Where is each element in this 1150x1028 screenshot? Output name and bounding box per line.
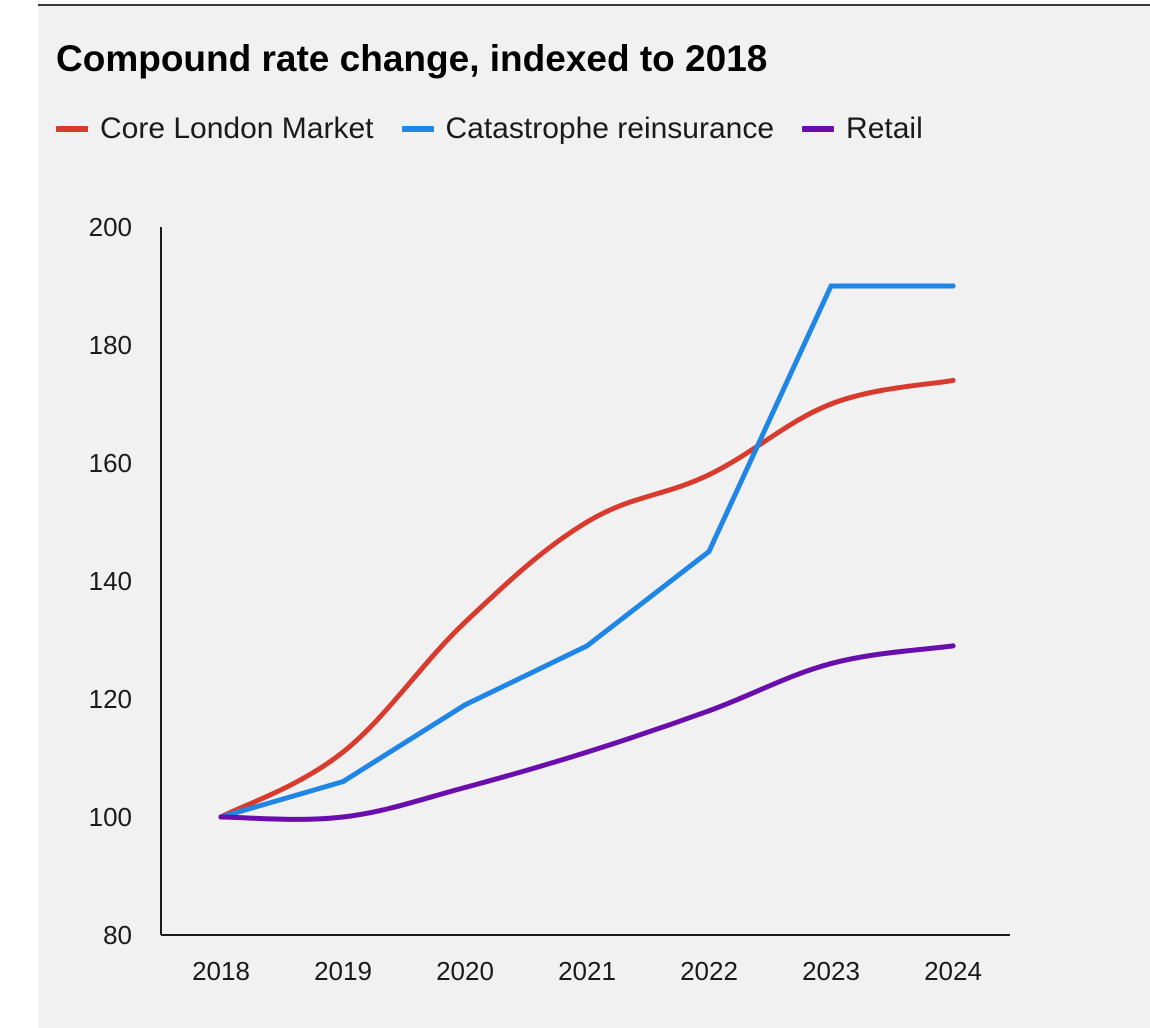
y-tick-label-200: 200 <box>89 212 132 242</box>
data-point-core-london-market-2023 <box>828 401 834 407</box>
y-tick-label-80: 80 <box>103 920 132 950</box>
legend-item-catastrophe-reinsurance: Catastrophe reinsurance <box>401 112 775 146</box>
chart-title: Compound rate change, indexed to 2018 <box>56 38 768 79</box>
data-point-catastrophe-reinsurance-2023 <box>828 283 834 289</box>
series-core-london-market <box>218 377 956 820</box>
x-tick-label-2024: 2024 <box>924 956 982 986</box>
y-tick-label-120: 120 <box>89 684 132 714</box>
x-tick-label-2019: 2019 <box>314 956 372 986</box>
data-point-core-london-market-2024 <box>950 377 956 383</box>
legend-label-core-london-market: Core London Market <box>100 112 374 145</box>
x-tick-label-2022: 2022 <box>680 956 738 986</box>
data-point-catastrophe-reinsurance-2024 <box>950 283 956 289</box>
y-tick-label-140: 140 <box>89 566 132 596</box>
y-tick-labels: 80 100 120 140 160 180 200 <box>89 212 132 950</box>
x-tick-label-2021: 2021 <box>558 956 616 986</box>
top-rule <box>38 4 1150 6</box>
data-point-retail-2020 <box>462 785 468 790</box>
x-tick-label-2023: 2023 <box>802 956 860 986</box>
legend-swatch-core-london-market <box>56 126 88 132</box>
data-point-catastrophe-reinsurance-2022 <box>706 549 712 554</box>
y-tick-label-100: 100 <box>89 802 132 832</box>
x-tick-label-2020: 2020 <box>436 956 494 986</box>
legend-label-retail: Retail <box>846 112 923 145</box>
legend-item-core-london-market: Core London Market <box>56 112 374 146</box>
data-point-retail-2024 <box>950 643 956 649</box>
data-point-core-london-market-2022 <box>706 472 712 478</box>
data-point-retail-2021 <box>584 749 590 755</box>
data-point-catastrophe-reinsurance-2019 <box>340 779 346 785</box>
axes <box>160 227 1010 936</box>
series-line-catastrophe-reinsurance <box>218 283 956 820</box>
data-point-core-london-market-2020 <box>462 619 468 625</box>
legend-swatch-catastrophe-reinsurance <box>401 126 434 132</box>
legend-swatch-retail <box>802 126 835 132</box>
series-retail <box>218 643 956 822</box>
series-catastrophe-reinsurance <box>218 283 956 820</box>
legend: Core London Market Catastrophe reinsuran… <box>56 108 951 150</box>
data-point-retail-2023 <box>828 661 834 667</box>
data-point-retail-2018 <box>218 814 224 820</box>
series-lines <box>218 283 956 822</box>
x-tick-labels: 2018 2019 2020 2021 2022 2023 2024 <box>192 956 982 986</box>
y-tick-label-160: 160 <box>89 448 132 478</box>
legend-item-retail: Retail <box>802 112 923 146</box>
data-point-retail-2022 <box>706 708 712 714</box>
data-point-catastrophe-reinsurance-2021 <box>584 643 590 649</box>
data-point-catastrophe-reinsurance-2020 <box>462 702 468 708</box>
data-point-retail-2019 <box>340 814 346 820</box>
y-tick-label-180: 180 <box>89 330 132 360</box>
data-point-core-london-market-2021 <box>584 519 590 525</box>
legend-label-catastrophe-reinsurance: Catastrophe reinsurance <box>445 112 775 145</box>
x-tick-label-2018: 2018 <box>192 956 250 986</box>
data-point-core-london-market-2019 <box>340 749 346 755</box>
series-line-retail <box>218 643 956 822</box>
